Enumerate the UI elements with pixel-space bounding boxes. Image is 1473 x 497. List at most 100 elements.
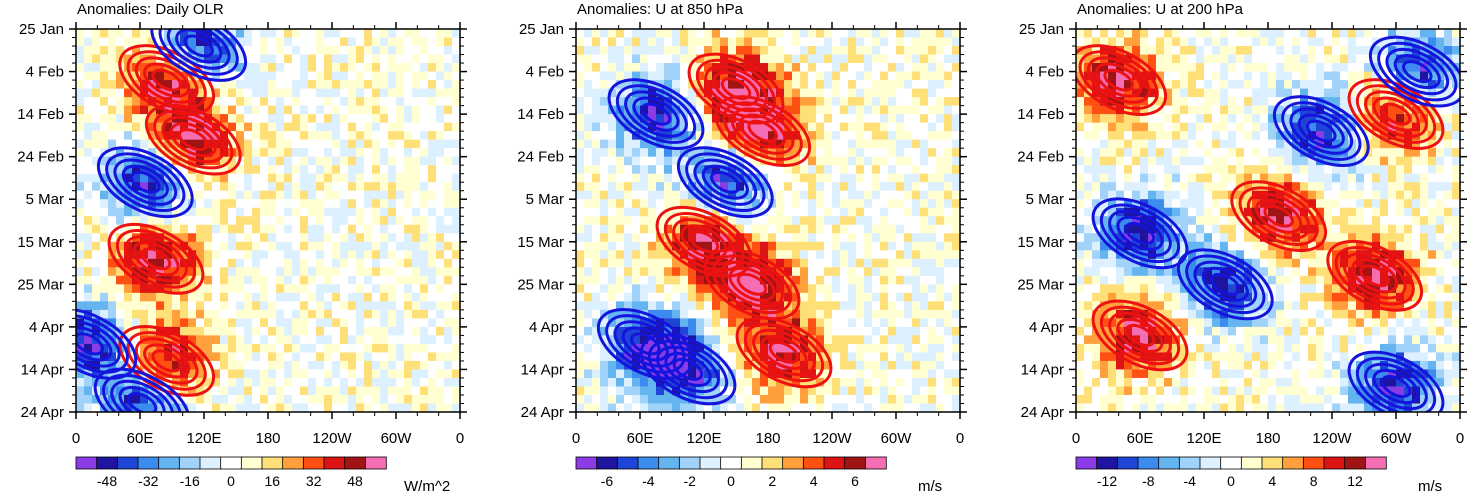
positive-contour [169, 122, 217, 158]
field-cell [808, 148, 817, 158]
field-cell [864, 403, 873, 412]
field-cell [896, 199, 905, 209]
field-cell [452, 241, 460, 251]
field-cell [936, 148, 945, 158]
field-cell [212, 318, 221, 328]
field-cell [452, 207, 460, 217]
field-cell [864, 37, 873, 47]
field-cell [648, 241, 657, 251]
field-cell [380, 139, 389, 149]
field-cell [776, 233, 785, 243]
field-cell [688, 122, 697, 132]
field-cell [420, 403, 429, 412]
field-cell [784, 352, 793, 362]
field-cell [172, 224, 181, 234]
field-cell [632, 173, 641, 183]
field-cell [260, 199, 269, 209]
field-cell [404, 301, 413, 311]
field-cell [736, 377, 745, 388]
panel-title: Anomalies: U at 850 hPa [577, 1, 744, 18]
field-cell [316, 377, 325, 388]
field-cell [220, 301, 229, 311]
field-cell [156, 88, 165, 98]
field-cell [252, 241, 261, 251]
field-cell [792, 360, 801, 371]
y-tick-label: 4 Apr [529, 319, 564, 336]
field-cell [784, 37, 793, 47]
field-cell [372, 199, 381, 209]
field-cell [420, 284, 429, 294]
colorbar-swatch [261, 456, 284, 470]
field-cell [768, 267, 777, 277]
negative-contour [621, 326, 669, 362]
field-cell [84, 182, 93, 192]
field-cell [712, 352, 721, 362]
field-cell [412, 258, 421, 268]
field-cell [268, 156, 277, 166]
field-cell [396, 352, 405, 362]
field-cell [904, 360, 913, 371]
field-cell [116, 258, 125, 268]
field-cell [728, 335, 737, 345]
field-cell [284, 360, 293, 371]
field-cell [640, 403, 649, 412]
field-cell [832, 377, 841, 388]
field-cell [920, 301, 929, 311]
field-cell [252, 207, 261, 217]
field-cell [736, 284, 745, 294]
field-cell [608, 63, 617, 73]
field-cell [600, 105, 609, 115]
field-cell [624, 114, 633, 124]
field-cell [760, 131, 769, 141]
field-cell [124, 301, 133, 311]
field-cell [656, 37, 665, 47]
field-cell [236, 46, 245, 56]
field-cell [412, 173, 421, 183]
field-cell [308, 190, 317, 200]
field-cell [228, 343, 237, 354]
field-cell [592, 207, 601, 217]
field-cell [1316, 29, 1325, 39]
field-cell [108, 216, 117, 226]
field-cell [944, 250, 953, 260]
field-cell [592, 156, 601, 166]
negative-contour [158, 29, 239, 76]
field-cell [1348, 29, 1357, 39]
field-cell [436, 335, 445, 345]
field-cell [364, 97, 373, 107]
field-cell [712, 165, 721, 175]
field-cell [292, 258, 301, 268]
field-cell [632, 386, 641, 396]
field-cell [880, 71, 889, 81]
field-cell [148, 301, 157, 311]
field-cell [912, 335, 921, 345]
field-cell [332, 165, 341, 175]
field-cell [952, 326, 960, 336]
field-cell [920, 233, 929, 243]
field-cell [720, 122, 729, 132]
field-cell [640, 216, 649, 226]
field-cell [648, 165, 657, 175]
field-cell [664, 156, 673, 166]
field-cell [292, 386, 301, 396]
field-cell [584, 318, 593, 328]
field-cell [340, 190, 349, 200]
field-cell [324, 156, 333, 166]
field-cell [736, 309, 745, 319]
field-cell [308, 46, 317, 56]
field-cell [824, 369, 833, 379]
field-cell [608, 199, 617, 209]
field-cell [308, 309, 317, 319]
field-cell [452, 122, 460, 132]
field-cell [252, 80, 261, 90]
field-cell [688, 173, 697, 183]
field-cell [824, 309, 833, 319]
field-cell [244, 37, 253, 47]
field-cell [308, 352, 317, 362]
field-cell [608, 326, 617, 336]
field-cell [576, 190, 585, 200]
field-cell [1212, 29, 1221, 39]
field-cell [592, 122, 601, 132]
field-cell [244, 88, 253, 98]
field-cell [624, 394, 633, 405]
